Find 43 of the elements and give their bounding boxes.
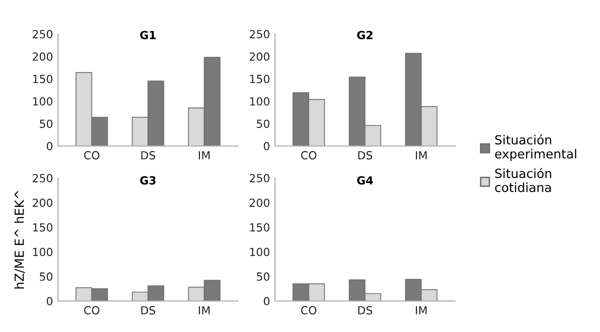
x-tick-label: IM <box>198 151 210 160</box>
y-tick-label: 200 <box>32 52 52 61</box>
legend-label: Situación experimental <box>495 134 576 161</box>
y-tick-label: 250 <box>32 174 52 182</box>
chart-title: G3 <box>140 176 156 185</box>
y-tick-label: 0 <box>264 142 270 150</box>
y-tick-label: 150 <box>33 223 52 232</box>
y-tick-label: 150 <box>250 74 270 84</box>
y-tick-label: 200 <box>250 52 270 61</box>
x-tick-label: IM <box>198 306 210 314</box>
y-tick-label: 100 <box>250 248 270 256</box>
y-tick-label: 250 <box>250 30 270 38</box>
y-tick-label: 200 <box>32 198 52 207</box>
chart-title: G2 <box>357 30 372 40</box>
y-tick-label: 100 <box>33 248 52 256</box>
y-tick-label: 50 <box>256 120 270 128</box>
y-tick-label: 250 <box>32 30 52 38</box>
y-tick-label: 0 <box>46 142 52 150</box>
x-tick-label: DS <box>141 151 156 160</box>
y-tick-label: 100 <box>250 97 270 106</box>
y-tick-label: 0 <box>264 296 270 306</box>
x-tick-label: DS <box>358 306 372 314</box>
x-tick-label: IM <box>416 306 427 314</box>
y-tick-label: 50 <box>256 272 270 281</box>
x-tick-label: CO <box>84 151 100 160</box>
y-axis-title: hZ/ME E^ hEK^ <box>14 190 25 288</box>
y-tick-label: 50 <box>40 272 52 281</box>
chart-title: G1 <box>140 30 156 40</box>
x-tick-label: CO <box>301 151 316 160</box>
x-tick-label: DS <box>358 151 372 160</box>
y-tick-label: 150 <box>250 223 270 232</box>
y-tick-label: 50 <box>40 120 52 128</box>
legend-label: Situación cotidiana <box>495 168 552 192</box>
x-tick-label: DS <box>141 306 156 314</box>
x-tick-label: CO <box>301 306 316 314</box>
y-tick-label: 200 <box>250 198 270 207</box>
x-tick-label: CO <box>84 306 100 314</box>
chart-title: G4 <box>357 176 373 185</box>
y-tick-label: 100 <box>33 97 52 106</box>
x-tick-label: IM <box>416 151 427 160</box>
y-tick-label: 150 <box>33 74 52 84</box>
y-tick-label: 0 <box>46 296 52 306</box>
y-tick-label: 250 <box>250 174 270 182</box>
